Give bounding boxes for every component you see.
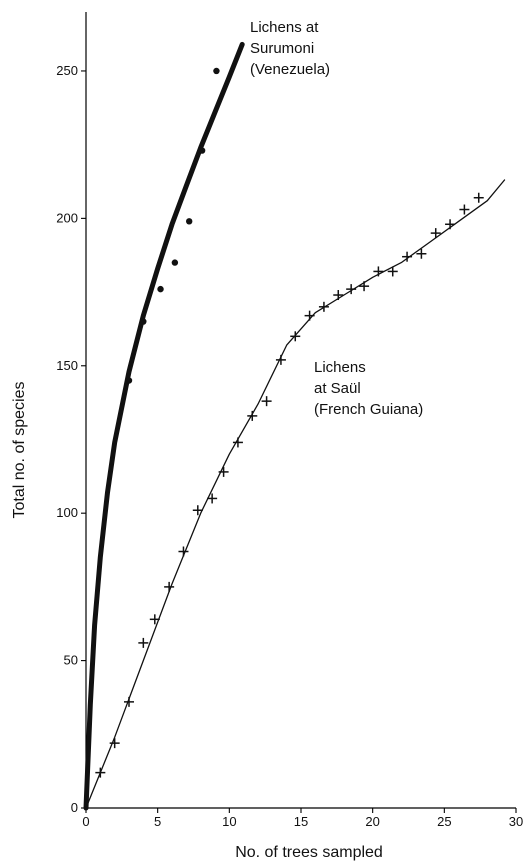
y-axis-title: Total no. of species (11, 382, 28, 519)
series-2-point (207, 493, 218, 504)
series-1-point (198, 147, 206, 154)
series-2-point (149, 614, 160, 625)
series-2-point (290, 331, 301, 342)
series-2-point (247, 410, 258, 421)
series-2-point (445, 219, 456, 230)
series-2-point (138, 637, 149, 648)
x-tick-label: 0 (82, 814, 89, 829)
series-2-point (232, 437, 243, 448)
series-1-label-line: (Venezuela) (250, 61, 330, 78)
series-2-point (318, 301, 329, 312)
series-1-point (213, 67, 220, 75)
series-2-label-line: (French Guiana) (314, 401, 423, 418)
x-axis-title: No. of trees sampled (235, 844, 383, 861)
x-tick-label: 10 (222, 814, 236, 829)
series-2-curve (85, 179, 506, 809)
y-tick-label: 250 (56, 63, 78, 78)
series-1-point (171, 259, 179, 266)
y-tick-label: 200 (56, 210, 78, 225)
series-2-point (275, 354, 286, 365)
data-markers (95, 67, 484, 778)
series-2-label-line: at Saül (314, 380, 361, 397)
series-1-curve (83, 41, 245, 811)
series-2-point (124, 696, 134, 707)
series-2-point (459, 204, 470, 215)
series-1-point (157, 285, 164, 293)
series-2-point (373, 266, 384, 277)
series-1-label-line: Lichens at (250, 19, 319, 36)
y-tick-label: 50 (64, 653, 78, 668)
series-2-label-line: Lichens (314, 359, 366, 376)
series-1-point (140, 318, 147, 325)
series-2-point (192, 505, 203, 516)
series-2-point (430, 228, 441, 239)
series-2-point (387, 266, 398, 277)
series-2-point (416, 248, 427, 259)
series-2-point (402, 251, 413, 262)
fitted-curves (83, 41, 506, 811)
x-tick-label: 20 (365, 814, 379, 829)
series-1-point (125, 377, 133, 384)
series-2-point (346, 284, 357, 295)
series-1-label-line: Surumoni (250, 40, 314, 57)
series-2-point (95, 767, 106, 778)
series-2-point (333, 290, 344, 301)
y-ticks: 0 50 100 150 200 250 (56, 63, 86, 815)
y-tick-label: 100 (56, 505, 78, 520)
y-tick-label: 0 (71, 800, 78, 815)
series-annotations: Lichens at Surumoni (Venezuela) Lichens at S… (250, 19, 423, 418)
x-tick-label: 30 (509, 814, 523, 829)
y-tick-label: 150 (56, 358, 78, 373)
series-2-point (218, 466, 229, 477)
axes: 0 5 10 15 20 25 30 0 50 100 150 200 250 (56, 12, 523, 829)
x-tick-label: 5 (154, 814, 161, 829)
series-2-point (164, 581, 175, 592)
x-tick-label: 25 (437, 814, 451, 829)
series-2-point (178, 546, 189, 557)
x-tick-label: 15 (294, 814, 308, 829)
series-1-point (186, 218, 193, 225)
series-2-point (304, 310, 315, 321)
series-2-point (359, 281, 370, 292)
series-2-point (109, 738, 120, 749)
series-2-point (261, 396, 272, 407)
x-ticks: 0 5 10 15 20 25 30 (82, 808, 523, 829)
series-2-point (473, 192, 484, 203)
